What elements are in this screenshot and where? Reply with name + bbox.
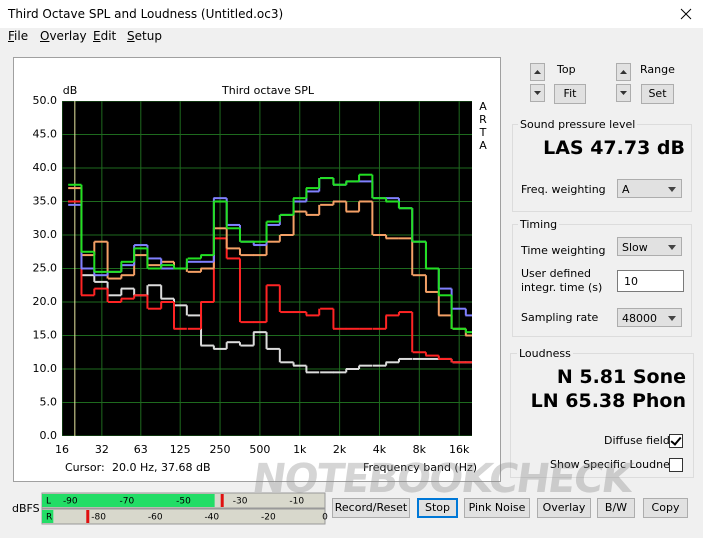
meter-level: [42, 494, 215, 507]
cursor-label: Cursor:: [65, 461, 105, 474]
y-tick-label: 15.0: [33, 329, 58, 342]
time-weighting-select[interactable]: Slow: [617, 237, 682, 256]
x-axis-label: Frequency band (Hz): [363, 461, 477, 474]
menu-item[interactable]: Setup: [127, 29, 162, 43]
close-button[interactable]: [680, 8, 692, 20]
meter-scale-label: -70: [120, 497, 135, 507]
side-label: R: [479, 113, 487, 126]
meter-scale-label: -10: [289, 497, 304, 507]
freq-weighting-select[interactable]: A: [617, 179, 682, 198]
top-down[interactable]: [530, 84, 545, 102]
x-tick-label: 250: [210, 443, 231, 456]
integr-input[interactable]: 10: [617, 270, 684, 292]
las-reading: LAS 47.73 dB: [543, 137, 685, 159]
diffuse-label: Diffuse field: [604, 434, 670, 447]
channel-label: R: [46, 513, 52, 523]
group-label: Loudness: [517, 347, 573, 360]
x-tick-label: 32: [95, 443, 109, 456]
freq-weighting-label: Freq. weighting: [521, 183, 606, 196]
y-axis-label: dB: [63, 84, 78, 97]
menu-item[interactable]: Overlay: [40, 29, 87, 43]
button[interactable]: Record/Reset: [332, 498, 410, 518]
meter-track: [41, 508, 326, 525]
x-tick-label: 4k: [373, 443, 387, 456]
x-tick-label: 16k: [449, 443, 470, 456]
group-label: Timing: [518, 218, 560, 231]
chart-title: Third octave SPL: [221, 84, 315, 97]
cursor-readout: 20.0 Hz, 37.68 dB: [112, 461, 211, 474]
meter-label: dBFS: [12, 502, 40, 515]
meter-scale-label: -50: [176, 497, 191, 507]
meter-scale-label: -30: [233, 497, 248, 507]
loudness-group: [510, 353, 694, 478]
y-tick-label: 40.0: [33, 161, 58, 174]
button[interactable]: Overlay: [537, 498, 591, 518]
integr-label: User defined: [521, 267, 591, 280]
x-tick-label: 2k: [333, 443, 347, 456]
range-label: Range: [640, 63, 675, 76]
group-label: Sound pressure level: [518, 118, 638, 131]
meter-peak: [86, 510, 90, 523]
range-up[interactable]: [616, 63, 631, 81]
meter-scale-label: -90: [63, 497, 78, 507]
set-button[interactable]: Set: [641, 84, 674, 104]
specific-checkbox[interactable]: [669, 458, 683, 472]
meter-peak: [220, 494, 224, 507]
top-up[interactable]: [530, 63, 545, 81]
x-tick-label: 63: [134, 443, 148, 456]
side-label: A: [479, 139, 487, 152]
y-tick-label: 25.0: [33, 262, 58, 275]
button[interactable]: Copy: [643, 498, 688, 518]
sone-reading: N 5.81 Sone: [556, 366, 686, 388]
y-tick-label: 20.0: [33, 295, 58, 308]
y-tick-label: 50.0: [33, 94, 58, 107]
y-tick-label: 30.0: [33, 228, 58, 241]
side-label: T: [479, 126, 487, 139]
time-weighting-label: Time weighting: [521, 244, 606, 257]
top-label: Top: [557, 63, 576, 76]
phon-reading: LN 65.38 Phon: [530, 390, 686, 412]
diffuse-checkbox[interactable]: [669, 434, 683, 448]
button[interactable]: Pink Noise: [464, 498, 530, 518]
y-tick-label: 10.0: [33, 362, 58, 375]
x-tick-label: 8k: [413, 443, 427, 456]
sampling-rate-label: Sampling rate: [521, 311, 599, 324]
x-tick-label: 1k: [293, 443, 307, 456]
x-tick-label: 125: [170, 443, 191, 456]
x-tick-label: 16: [55, 443, 69, 456]
range-down[interactable]: [616, 84, 631, 102]
meter-scale-label: -80: [91, 513, 106, 523]
integr-label: integr. time (s): [521, 281, 603, 294]
specific-label: Show Specific Loudness: [550, 458, 682, 471]
x-tick-label: 500: [249, 443, 270, 456]
level-meter: L -90 -70 -50 -30 -10 R -80 -60 -40 -20 0: [41, 492, 328, 525]
channel-label: L: [46, 497, 51, 507]
menu-item[interactable]: File: [8, 29, 29, 43]
side-label: A: [479, 100, 487, 113]
button[interactable]: Stop: [417, 498, 458, 518]
meter-scale-label: -60: [148, 513, 163, 523]
y-tick-label: 5.0: [40, 396, 58, 409]
button[interactable]: B/W: [597, 498, 635, 518]
sampling-rate-select[interactable]: 48000: [617, 308, 682, 327]
y-tick-label: 45.0: [33, 128, 58, 141]
y-tick-label: 35.0: [33, 195, 58, 208]
meter-scale-label: -40: [204, 513, 219, 523]
meter-level: [42, 510, 54, 523]
title-bar: Third Octave SPL and Loudness (Untitled.…: [0, 0, 703, 28]
menu-item[interactable]: Edit: [93, 29, 117, 43]
meter-scale-label: -20: [261, 513, 276, 523]
fit-button[interactable]: Fit: [554, 84, 586, 104]
meter-scale-label: 0: [322, 513, 328, 523]
window-title: Third Octave SPL and Loudness (Untitled.…: [8, 7, 284, 21]
y-tick-label: 0.0: [40, 429, 58, 442]
